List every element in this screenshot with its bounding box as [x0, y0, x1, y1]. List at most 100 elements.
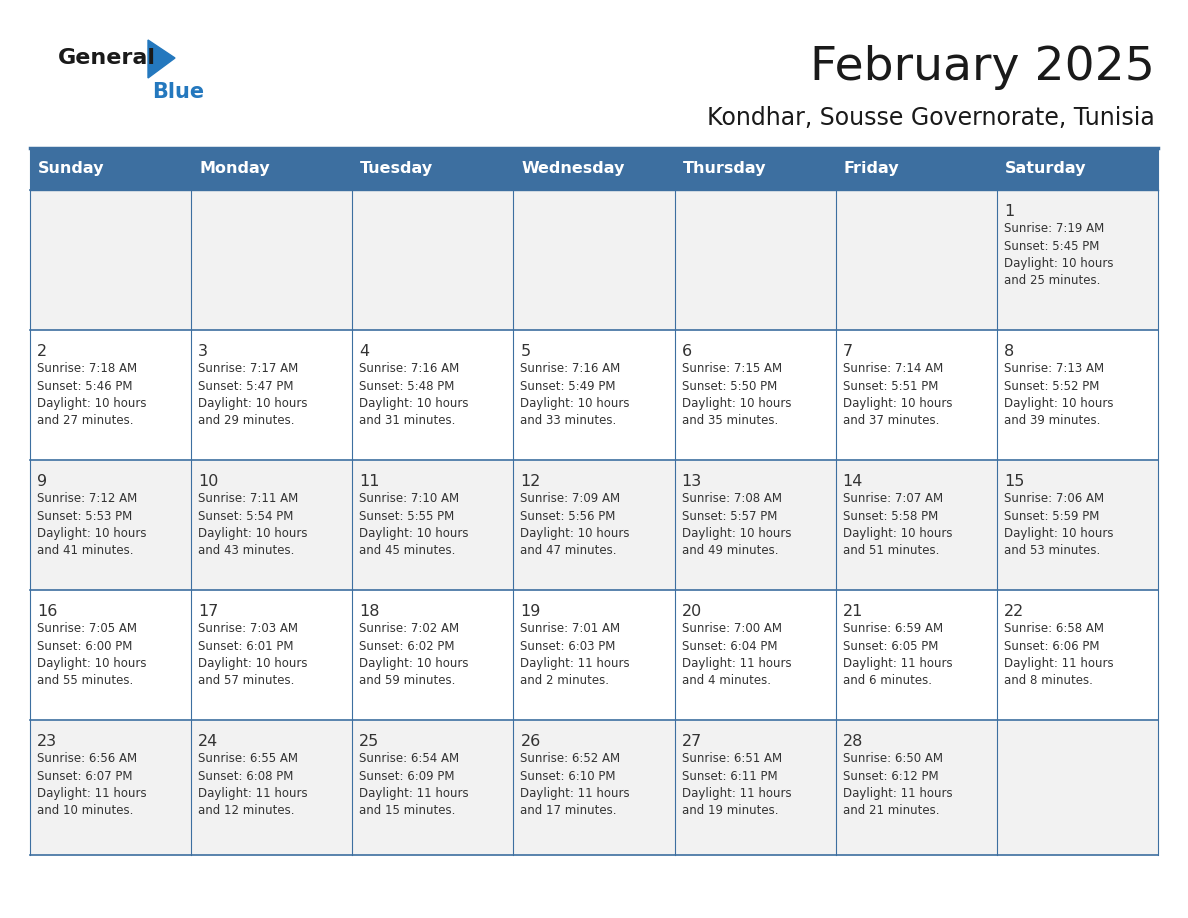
Text: Sunrise: 7:00 AM
Sunset: 6:04 PM
Daylight: 11 hours
and 4 minutes.: Sunrise: 7:00 AM Sunset: 6:04 PM Dayligh…	[682, 622, 791, 688]
Text: 23: 23	[37, 734, 57, 749]
Text: 17: 17	[198, 604, 219, 619]
Text: Sunrise: 7:13 AM
Sunset: 5:52 PM
Daylight: 10 hours
and 39 minutes.: Sunrise: 7:13 AM Sunset: 5:52 PM Dayligh…	[1004, 362, 1113, 428]
Text: 16: 16	[37, 604, 57, 619]
Bar	[353, 590, 513, 720]
Bar	[191, 190, 353, 330]
Text: Thursday: Thursday	[683, 162, 766, 176]
Bar	[30, 720, 191, 855]
Bar	[835, 148, 997, 190]
Text: 4: 4	[359, 344, 369, 359]
Text: 18: 18	[359, 604, 380, 619]
Text: Sunrise: 7:16 AM
Sunset: 5:48 PM
Daylight: 10 hours
and 31 minutes.: Sunrise: 7:16 AM Sunset: 5:48 PM Dayligh…	[359, 362, 469, 428]
Text: 10: 10	[198, 474, 219, 489]
Text: 15: 15	[1004, 474, 1024, 489]
Bar	[675, 720, 835, 855]
Text: Sunrise: 6:56 AM
Sunset: 6:07 PM
Daylight: 11 hours
and 10 minutes.: Sunrise: 6:56 AM Sunset: 6:07 PM Dayligh…	[37, 752, 146, 818]
Text: Sunrise: 7:10 AM
Sunset: 5:55 PM
Daylight: 10 hours
and 45 minutes.: Sunrise: 7:10 AM Sunset: 5:55 PM Dayligh…	[359, 492, 469, 557]
Bar	[835, 720, 997, 855]
Bar	[513, 460, 675, 590]
Text: Sunrise: 7:11 AM
Sunset: 5:54 PM
Daylight: 10 hours
and 43 minutes.: Sunrise: 7:11 AM Sunset: 5:54 PM Dayligh…	[198, 492, 308, 557]
Text: Sunrise: 7:05 AM
Sunset: 6:00 PM
Daylight: 10 hours
and 55 minutes.: Sunrise: 7:05 AM Sunset: 6:00 PM Dayligh…	[37, 622, 146, 688]
Bar	[997, 330, 1158, 460]
Text: 20: 20	[682, 604, 702, 619]
Text: Sunrise: 7:16 AM
Sunset: 5:49 PM
Daylight: 10 hours
and 33 minutes.: Sunrise: 7:16 AM Sunset: 5:49 PM Dayligh…	[520, 362, 630, 428]
Bar	[835, 460, 997, 590]
Text: 2: 2	[37, 344, 48, 359]
Text: Sunrise: 7:19 AM
Sunset: 5:45 PM
Daylight: 10 hours
and 25 minutes.: Sunrise: 7:19 AM Sunset: 5:45 PM Dayligh…	[1004, 222, 1113, 287]
Text: Sunrise: 6:52 AM
Sunset: 6:10 PM
Daylight: 11 hours
and 17 minutes.: Sunrise: 6:52 AM Sunset: 6:10 PM Dayligh…	[520, 752, 630, 818]
Text: General: General	[58, 48, 156, 68]
Text: Monday: Monday	[200, 162, 270, 176]
Text: 11: 11	[359, 474, 380, 489]
Text: Sunrise: 7:02 AM
Sunset: 6:02 PM
Daylight: 10 hours
and 59 minutes.: Sunrise: 7:02 AM Sunset: 6:02 PM Dayligh…	[359, 622, 469, 688]
Bar	[675, 590, 835, 720]
Text: 1: 1	[1004, 204, 1015, 219]
Text: Sunday: Sunday	[38, 162, 105, 176]
Bar	[675, 330, 835, 460]
Text: Sunrise: 7:06 AM
Sunset: 5:59 PM
Daylight: 10 hours
and 53 minutes.: Sunrise: 7:06 AM Sunset: 5:59 PM Dayligh…	[1004, 492, 1113, 557]
Text: Sunrise: 6:51 AM
Sunset: 6:11 PM
Daylight: 11 hours
and 19 minutes.: Sunrise: 6:51 AM Sunset: 6:11 PM Dayligh…	[682, 752, 791, 818]
Text: Sunrise: 7:14 AM
Sunset: 5:51 PM
Daylight: 10 hours
and 37 minutes.: Sunrise: 7:14 AM Sunset: 5:51 PM Dayligh…	[842, 362, 953, 428]
Text: 27: 27	[682, 734, 702, 749]
Text: 7: 7	[842, 344, 853, 359]
Bar	[191, 148, 353, 190]
Bar	[675, 460, 835, 590]
Text: Sunrise: 6:50 AM
Sunset: 6:12 PM
Daylight: 11 hours
and 21 minutes.: Sunrise: 6:50 AM Sunset: 6:12 PM Dayligh…	[842, 752, 953, 818]
Bar	[353, 720, 513, 855]
Text: February 2025: February 2025	[810, 46, 1155, 91]
Bar	[835, 590, 997, 720]
Text: 13: 13	[682, 474, 702, 489]
Text: Blue: Blue	[152, 82, 204, 102]
Bar	[30, 148, 191, 190]
Bar	[30, 330, 191, 460]
Text: 19: 19	[520, 604, 541, 619]
Bar	[513, 590, 675, 720]
Text: Sunrise: 6:59 AM
Sunset: 6:05 PM
Daylight: 11 hours
and 6 minutes.: Sunrise: 6:59 AM Sunset: 6:05 PM Dayligh…	[842, 622, 953, 688]
Text: 3: 3	[198, 344, 208, 359]
Bar	[191, 330, 353, 460]
Text: 28: 28	[842, 734, 864, 749]
Bar	[513, 720, 675, 855]
Text: Sunrise: 6:58 AM
Sunset: 6:06 PM
Daylight: 11 hours
and 8 minutes.: Sunrise: 6:58 AM Sunset: 6:06 PM Dayligh…	[1004, 622, 1113, 688]
Text: 5: 5	[520, 344, 531, 359]
Text: Sunrise: 7:15 AM
Sunset: 5:50 PM
Daylight: 10 hours
and 35 minutes.: Sunrise: 7:15 AM Sunset: 5:50 PM Dayligh…	[682, 362, 791, 428]
Text: 6: 6	[682, 344, 691, 359]
Bar	[30, 460, 191, 590]
Text: 14: 14	[842, 474, 864, 489]
Text: Sunrise: 7:18 AM
Sunset: 5:46 PM
Daylight: 10 hours
and 27 minutes.: Sunrise: 7:18 AM Sunset: 5:46 PM Dayligh…	[37, 362, 146, 428]
Text: Sunrise: 7:09 AM
Sunset: 5:56 PM
Daylight: 10 hours
and 47 minutes.: Sunrise: 7:09 AM Sunset: 5:56 PM Dayligh…	[520, 492, 630, 557]
Text: Sunrise: 6:55 AM
Sunset: 6:08 PM
Daylight: 11 hours
and 12 minutes.: Sunrise: 6:55 AM Sunset: 6:08 PM Dayligh…	[198, 752, 308, 818]
Text: 21: 21	[842, 604, 864, 619]
Bar	[675, 148, 835, 190]
Text: Sunrise: 7:01 AM
Sunset: 6:03 PM
Daylight: 11 hours
and 2 minutes.: Sunrise: 7:01 AM Sunset: 6:03 PM Dayligh…	[520, 622, 630, 688]
Bar	[191, 720, 353, 855]
Text: Saturday: Saturday	[1005, 162, 1086, 176]
Text: 24: 24	[198, 734, 219, 749]
Text: Sunrise: 6:54 AM
Sunset: 6:09 PM
Daylight: 11 hours
and 15 minutes.: Sunrise: 6:54 AM Sunset: 6:09 PM Dayligh…	[359, 752, 469, 818]
Bar	[997, 590, 1158, 720]
Bar	[353, 190, 513, 330]
Text: 26: 26	[520, 734, 541, 749]
Bar	[997, 148, 1158, 190]
Text: Tuesday: Tuesday	[360, 162, 434, 176]
Bar	[513, 330, 675, 460]
Text: 12: 12	[520, 474, 541, 489]
Bar	[997, 720, 1158, 855]
Text: Sunrise: 7:03 AM
Sunset: 6:01 PM
Daylight: 10 hours
and 57 minutes.: Sunrise: 7:03 AM Sunset: 6:01 PM Dayligh…	[198, 622, 308, 688]
Text: 25: 25	[359, 734, 379, 749]
Bar	[835, 190, 997, 330]
Bar	[353, 148, 513, 190]
Text: 8: 8	[1004, 344, 1015, 359]
Text: Sunrise: 7:17 AM
Sunset: 5:47 PM
Daylight: 10 hours
and 29 minutes.: Sunrise: 7:17 AM Sunset: 5:47 PM Dayligh…	[198, 362, 308, 428]
Bar	[835, 330, 997, 460]
Text: Kondhar, Sousse Governorate, Tunisia: Kondhar, Sousse Governorate, Tunisia	[707, 106, 1155, 130]
Text: 9: 9	[37, 474, 48, 489]
Text: 22: 22	[1004, 604, 1024, 619]
Bar	[675, 190, 835, 330]
Bar	[30, 590, 191, 720]
Text: Wednesday: Wednesday	[522, 162, 625, 176]
Bar	[191, 590, 353, 720]
Bar	[997, 460, 1158, 590]
Text: Friday: Friday	[843, 162, 899, 176]
Bar	[353, 460, 513, 590]
